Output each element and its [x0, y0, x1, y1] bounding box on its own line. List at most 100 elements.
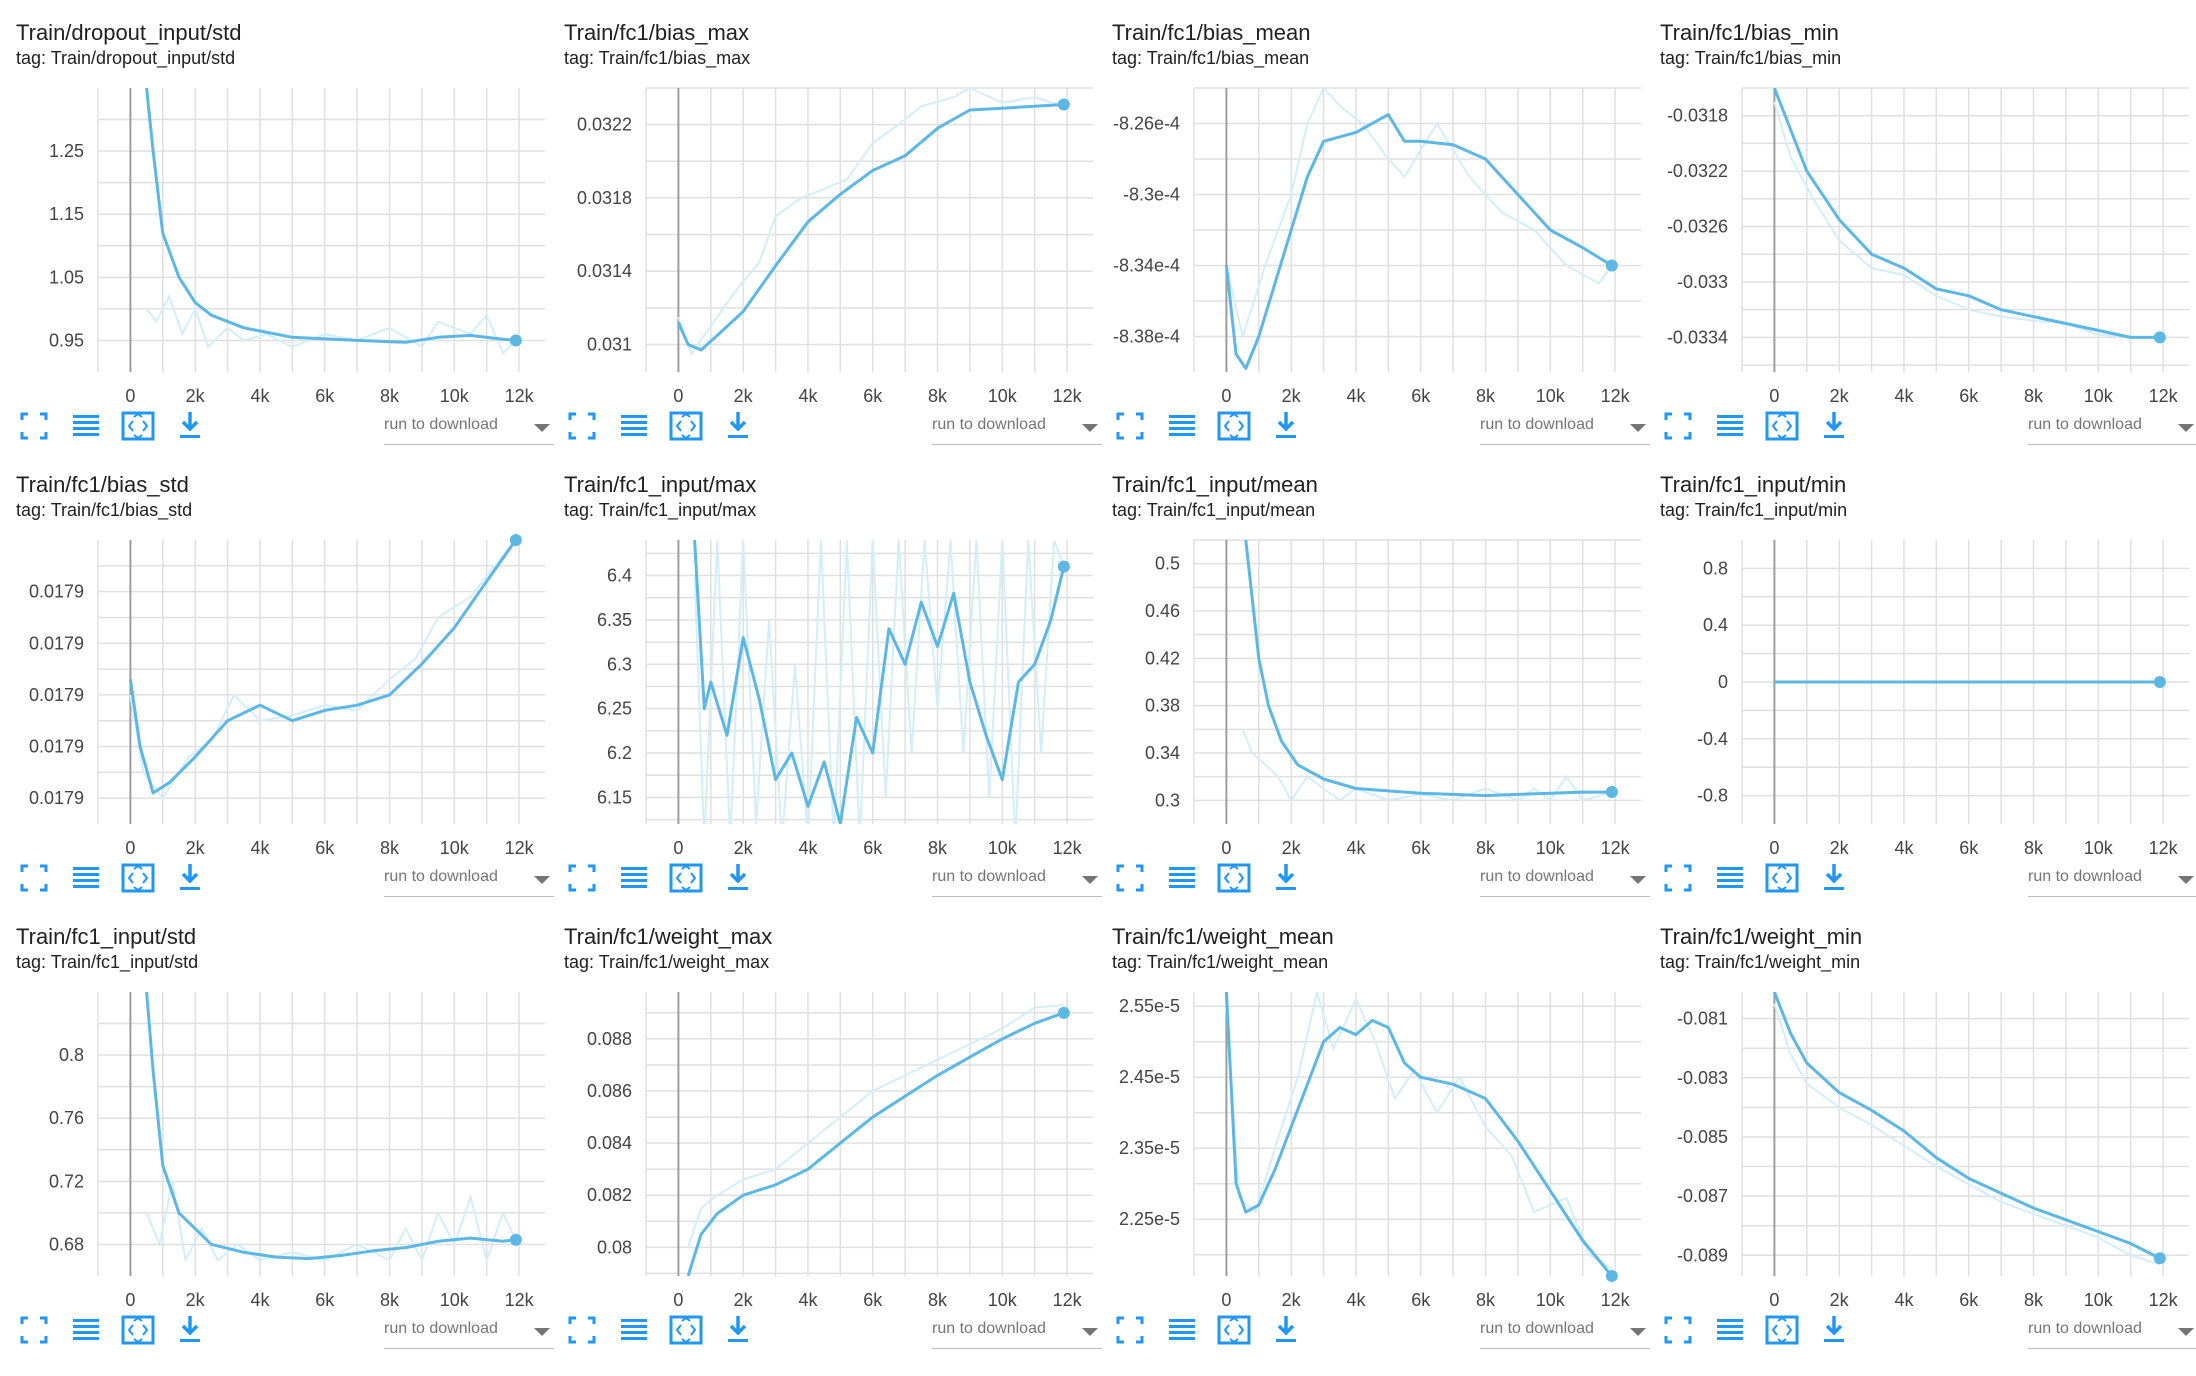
fullscreen-button[interactable]: [1660, 408, 1696, 444]
series-last-point[interactable]: [509, 534, 522, 546]
line-chart[interactable]: 0 2k 4k 6k 8k 10k 12k 0.0179 0.0179 0.0179 0.0179 0…: [0, 452, 545, 872]
line-chart[interactable]: 0 2k 4k 6k 8k 10k 12k 6.4 6.35 6.3 6.25 6.2 6.15: [548, 452, 1093, 872]
run-download-select[interactable]: run to download: [1480, 412, 1650, 445]
y-tick-label: 0.3: [1155, 790, 1180, 810]
x-tick-label: 6k: [1959, 386, 1979, 406]
fullscreen-button[interactable]: [1112, 408, 1148, 444]
fullscreen-button[interactable]: [1112, 1312, 1148, 1348]
x-tick-label: 12k: [1601, 838, 1631, 858]
chevron-down-icon: [534, 1328, 550, 1336]
line-chart[interactable]: 0 2k 4k 6k 8k 10k 12k 0.8 0.76 0.72 0.68: [0, 904, 545, 1324]
line-chart[interactable]: 0 2k 4k 6k 8k 10k 12k 0.088 0.086 0.084 0.082 0.08: [548, 904, 1093, 1324]
run-download-select[interactable]: run to download: [932, 412, 1102, 445]
chart-tag: tag: Train/fc1/bias_std: [16, 500, 193, 520]
fullscreen-button[interactable]: [564, 408, 600, 444]
toggle-y-log-button[interactable]: [68, 860, 104, 896]
toggle-y-log-button[interactable]: [1712, 1312, 1748, 1348]
run-download-select[interactable]: run to download: [2028, 412, 2196, 445]
run-select-label: run to download: [2028, 868, 2142, 885]
series-last-point[interactable]: [1057, 560, 1070, 573]
series-last-point[interactable]: [2153, 1252, 2166, 1265]
fullscreen-button[interactable]: [564, 860, 600, 896]
toggle-y-log-button[interactable]: [1164, 1312, 1200, 1348]
chart-card: Train/fc1_input/mean tag: Train/fc1_input…: [1096, 452, 1650, 904]
fit-domain-button[interactable]: [1216, 860, 1252, 896]
download-button[interactable]: [172, 408, 208, 444]
fullscreen-icon: [568, 1316, 596, 1344]
download-button[interactable]: [1268, 408, 1304, 444]
toggle-y-log-button[interactable]: [1712, 408, 1748, 444]
toggle-y-log-button[interactable]: [1164, 860, 1200, 896]
fit-domain-button[interactable]: [668, 408, 704, 444]
run-select-label: run to download: [384, 1320, 498, 1337]
fit-domain-button[interactable]: [1216, 1312, 1252, 1348]
line-chart[interactable]: 0 2k 4k 6k 8k 10k 12k -8.26e-4 -8.3e-4 -8.34e-4 -8…: [1096, 0, 1641, 420]
line-chart[interactable]: 0 2k 4k 6k 8k 10k 12k 2.55e-5 2.45e-5 2.35e-5 2.25…: [1096, 904, 1641, 1324]
series-last-point[interactable]: [1057, 98, 1070, 111]
toggle-y-log-button[interactable]: [616, 860, 652, 896]
line-chart[interactable]: 0 2k 4k 6k 8k 10k 12k -0.0318 -0.0322 -0.0326 -0.0…: [1644, 0, 2189, 420]
fullscreen-button[interactable]: [16, 1312, 52, 1348]
line-chart[interactable]: 0 2k 4k 6k 8k 10k 12k 0.0322 0.0318 0.0314 0.031: [548, 0, 1093, 420]
download-button[interactable]: [720, 408, 756, 444]
fullscreen-button[interactable]: [1660, 1312, 1696, 1348]
toggle-y-log-button[interactable]: [68, 1312, 104, 1348]
download-button[interactable]: [720, 1312, 756, 1348]
download-button[interactable]: [1268, 1312, 1304, 1348]
fit-domain-button[interactable]: [668, 860, 704, 896]
fit-domain-button[interactable]: [1764, 860, 1800, 896]
line-chart[interactable]: 0 2k 4k 6k 8k 10k 12k 0.8 0.4 0 -0.4 -0.8: [1644, 452, 2189, 872]
download-button[interactable]: [172, 860, 208, 896]
toggle-y-log-button[interactable]: [68, 408, 104, 444]
x-tick-label: 6k: [1411, 386, 1431, 406]
series-last-point[interactable]: [2153, 331, 2166, 344]
fit-domain-button[interactable]: [1216, 408, 1252, 444]
fullscreen-button[interactable]: [564, 1312, 600, 1348]
series-last-point[interactable]: [509, 1233, 522, 1246]
fit-domain-button[interactable]: [1764, 1312, 1800, 1348]
fullscreen-button[interactable]: [16, 408, 52, 444]
download-button[interactable]: [1268, 860, 1304, 896]
series-last-point[interactable]: [2153, 676, 2166, 688]
run-download-select[interactable]: run to download: [384, 864, 554, 897]
toggle-y-log-button[interactable]: [616, 1312, 652, 1348]
fit-domain-button[interactable]: [1764, 408, 1800, 444]
fit-domain-button[interactable]: [668, 1312, 704, 1348]
fit-domain-icon: [1765, 863, 1799, 893]
fullscreen-button[interactable]: [1112, 860, 1148, 896]
run-download-select[interactable]: run to download: [1480, 1316, 1650, 1349]
run-download-select[interactable]: run to download: [1480, 864, 1650, 897]
line-chart[interactable]: 0 2k 4k 6k 8k 10k 12k 1.25 1.15 1.05 0.95: [0, 0, 545, 420]
toggle-y-log-button[interactable]: [1164, 408, 1200, 444]
series-last-point[interactable]: [509, 334, 522, 347]
chart-toolbar: run to download: [16, 860, 554, 900]
chart-toolbar: run to download: [1660, 408, 2196, 448]
fullscreen-button[interactable]: [16, 860, 52, 896]
y-tick-label: 0.95: [49, 330, 84, 350]
line-chart[interactable]: 0 2k 4k 6k 8k 10k 12k 0.5 0.46 0.42 0.38 0.34 0.3: [1096, 452, 1641, 872]
toggle-y-log-button[interactable]: [616, 408, 652, 444]
series-last-point[interactable]: [1605, 786, 1618, 799]
toggle-y-log-button[interactable]: [1712, 860, 1748, 896]
lines-icon: [1169, 1319, 1195, 1340]
run-download-select[interactable]: run to download: [2028, 864, 2196, 897]
fit-domain-button[interactable]: [120, 860, 156, 896]
fit-domain-button[interactable]: [120, 1312, 156, 1348]
download-button[interactable]: [1816, 1312, 1852, 1348]
run-download-select[interactable]: run to download: [932, 1316, 1102, 1349]
series-last-point[interactable]: [1057, 1006, 1070, 1019]
fullscreen-button[interactable]: [1660, 860, 1696, 896]
download-button[interactable]: [1816, 408, 1852, 444]
series-last-point[interactable]: [1605, 1270, 1618, 1282]
run-download-select[interactable]: run to download: [384, 1316, 554, 1349]
y-tick-label: 0.086: [587, 1081, 632, 1101]
fit-domain-button[interactable]: [120, 408, 156, 444]
download-button[interactable]: [720, 860, 756, 896]
download-button[interactable]: [1816, 860, 1852, 896]
run-download-select[interactable]: run to download: [2028, 1316, 2196, 1349]
run-download-select[interactable]: run to download: [384, 412, 554, 445]
run-download-select[interactable]: run to download: [932, 864, 1102, 897]
download-button[interactable]: [172, 1312, 208, 1348]
line-chart[interactable]: 0 2k 4k 6k 8k 10k 12k -0.081 -0.083 -0.085 -0.087 -…: [1644, 904, 2189, 1324]
series-last-point[interactable]: [1605, 259, 1618, 272]
